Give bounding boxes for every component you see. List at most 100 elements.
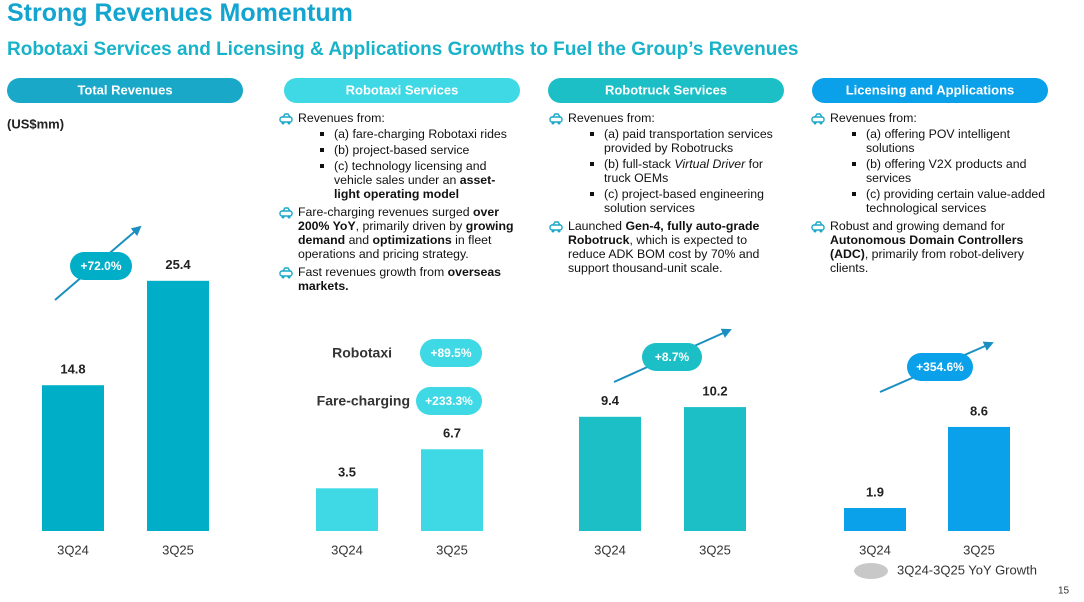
panel-header — [7, 78, 243, 103]
sub-bullet: (b) offering V2X products and services — [830, 157, 1048, 185]
x-tick-label: 3Q24 — [331, 542, 363, 557]
bullet-point: Revenues from: (a) fare-charging Robotaxi… — [278, 111, 518, 201]
text-run: (b) project-based service — [334, 143, 470, 157]
growth-badge — [420, 339, 482, 367]
text-run: (b) offering V2X products and services — [866, 157, 1027, 185]
text-run: Autonomous Domain Controllers (ADC) — [830, 233, 1024, 261]
legend-swatch — [854, 563, 888, 579]
text-run: Gen-4, fully auto-grade Robotruck — [568, 219, 760, 247]
growth-badge — [70, 252, 132, 280]
x-tick-label: 3Q25 — [963, 542, 995, 557]
text-run: overseas markets. — [298, 265, 502, 293]
text-run: Fast revenues growth from — [298, 265, 448, 279]
x-tick-label: 3Q25 — [699, 542, 731, 557]
x-tick-label: 3Q25 — [162, 542, 194, 557]
text-run: in fleet operations and pricing strategy… — [298, 233, 492, 261]
sub-bullet: (b) full-stack Virtual Driver for truck … — [568, 157, 782, 185]
panel-text: Revenues from: (a) fare-charging Robotaxi… — [278, 111, 518, 297]
growth-label: +233.3% — [425, 394, 473, 408]
x-tick-label: 3Q24 — [859, 542, 891, 557]
text-run: (a) fare-charging Robotaxi rides — [334, 127, 507, 141]
bullet-point: Fare-charging revenues surged over 200% … — [278, 205, 518, 261]
text-run: Launched — [568, 219, 626, 233]
text-run: for truck OEMs — [604, 157, 764, 185]
sub-bullet: (b) project-based service — [298, 143, 518, 157]
bullet-point: Revenues from: (a) offering POV intellige… — [810, 111, 1048, 215]
sub-bullet: (c) technology licensing and vehicle sal… — [298, 159, 518, 201]
value-label: 25.4 — [165, 257, 191, 272]
text-run: and — [345, 233, 373, 247]
text-run: Revenues from: — [568, 111, 655, 125]
growth-label: +8.7% — [655, 350, 690, 364]
bullet-icon — [279, 207, 293, 219]
panel-header — [284, 78, 520, 103]
panel-text: Revenues from: (a) paid transportation se… — [548, 111, 782, 279]
value-label: 6.7 — [443, 426, 461, 441]
panel-title: Robotruck Services — [605, 82, 727, 97]
growth-category: Fare-charging — [317, 393, 410, 409]
bar — [421, 449, 483, 531]
bullet-icon — [811, 221, 825, 233]
sub-bullet: (c) project-based engineering solution s… — [568, 187, 782, 215]
x-tick-label: 3Q24 — [57, 542, 89, 557]
x-tick-label: 3Q25 — [436, 542, 468, 557]
bullet-point: Revenues from: (a) paid transportation se… — [548, 111, 782, 215]
bullet-point: Robust and growing demand for Autonomous… — [810, 219, 1048, 275]
text-run: (b) full-stack — [604, 157, 675, 171]
bullet-icon — [811, 113, 825, 125]
text-run: over 200% YoY — [298, 205, 499, 233]
bullet-icon — [549, 221, 563, 233]
panel-title: Licensing and Applications — [846, 82, 1015, 97]
text-run: (c) project-based engineering solution s… — [604, 187, 764, 215]
slide-title: Strong Revenues Momentum — [7, 0, 353, 27]
growth-label: +354.6% — [916, 360, 964, 374]
text-run: asset-light operating model — [334, 173, 496, 201]
bar — [844, 508, 906, 531]
unit-label: (US$mm) — [7, 116, 64, 131]
text-run: (c) providing certain value-added techno… — [866, 187, 1046, 215]
page-number: 15 — [1058, 586, 1070, 597]
panel-title: Robotaxi Services — [346, 82, 459, 97]
growth-badge — [907, 353, 973, 381]
bullet-point: Fast revenues growth from overseas marke… — [278, 265, 518, 293]
text-run: Fare-charging revenues surged — [298, 205, 473, 219]
bullet-icon — [279, 113, 293, 125]
value-label: 9.4 — [601, 393, 620, 408]
panel-header — [812, 78, 1048, 103]
text-run: Virtual Driver — [674, 157, 746, 171]
bar — [948, 426, 1010, 531]
bar — [147, 280, 209, 531]
value-label: 3.5 — [338, 465, 356, 480]
value-label: 14.8 — [60, 362, 85, 377]
text-run: Robust and growing demand for — [830, 219, 1005, 233]
panel-text: Revenues from: (a) offering POV intellige… — [810, 111, 1048, 279]
text-run: , primarily from robot-delivery clients. — [830, 247, 1025, 275]
bar — [316, 488, 378, 531]
bullet-icon — [279, 267, 293, 279]
growth-badge — [416, 387, 482, 415]
sub-bullet: (a) offering POV intelligent solutions — [830, 127, 1048, 155]
bullet-icon — [549, 113, 563, 125]
bullet-point: Launched Gen-4, fully auto-grade Robotru… — [548, 219, 782, 275]
value-label: 1.9 — [866, 484, 884, 499]
sub-bullet: (a) fare-charging Robotaxi rides — [298, 127, 518, 141]
value-label: 8.6 — [970, 403, 988, 418]
sub-bullet: (a) paid transportation services provide… — [568, 127, 782, 155]
growth-category: Robotaxi — [332, 345, 392, 361]
legend-label: 3Q24-3Q25 YoY Growth — [897, 562, 1037, 577]
text-run: growing demand — [298, 219, 514, 247]
growth-label: +72.0% — [80, 259, 121, 273]
bar — [684, 407, 746, 531]
growth-badge — [642, 343, 702, 371]
text-run: Revenues from: — [298, 111, 385, 125]
text-run: Revenues from: — [830, 111, 917, 125]
sub-bullet: (c) providing certain value-added techno… — [830, 187, 1048, 215]
text-run: (a) offering POV intelligent solutions — [866, 127, 1010, 155]
growth-label: +89.5% — [430, 346, 471, 360]
panel-title: Total Revenues — [77, 82, 172, 97]
panel-header — [548, 78, 784, 103]
text-run: optimizations — [372, 233, 452, 247]
value-label: 10.2 — [702, 384, 727, 399]
x-tick-label: 3Q24 — [594, 542, 626, 557]
